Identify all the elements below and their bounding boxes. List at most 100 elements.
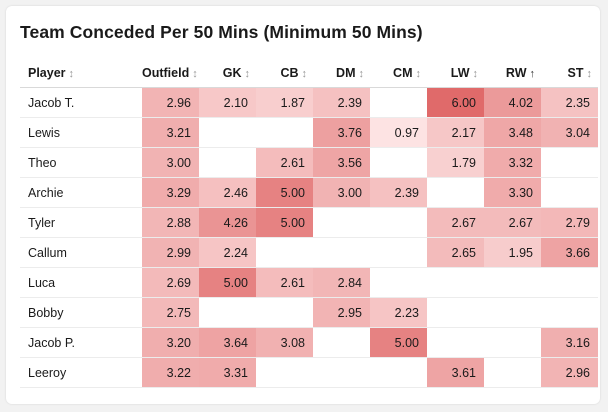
column-header-lw[interactable]: LW ↕: [427, 58, 484, 88]
column-header-st[interactable]: ST ↕: [541, 58, 598, 88]
value-cell-rw: 3.32: [484, 147, 541, 178]
sort-icon[interactable]: ↕: [301, 67, 308, 80]
value-cell-cb: 5.00: [256, 177, 313, 208]
value-cell-rw: 1.95: [484, 237, 541, 268]
sort-icon[interactable]: ↕: [244, 67, 251, 80]
value-cell-cm: [370, 357, 427, 388]
column-header-label: GK: [222, 65, 242, 80]
value-cell-gk: 4.26: [199, 207, 256, 238]
conceded-table: Player ↕ Outfield ↕ GK ↕ CB ↕ DM ↕ CM ↕ LW ↕ RW ↑ ST ↕ Ja…: [20, 58, 598, 388]
value-cell-cb: 2.61: [256, 147, 313, 178]
column-header-label: CB: [280, 65, 299, 80]
column-header-cm[interactable]: CM ↕: [370, 58, 427, 88]
column-header-dm[interactable]: DM ↕: [313, 58, 370, 88]
value-cell-st: [541, 177, 598, 208]
sort-ascending-icon[interactable]: ↑: [529, 67, 536, 80]
value-cell-cb: 2.61: [256, 267, 313, 298]
player-name-cell: Bobby: [20, 297, 142, 328]
player-name-cell: Jacob P.: [20, 327, 142, 358]
value-cell-dm: [313, 327, 370, 358]
value-cell-dm: [313, 237, 370, 268]
player-name-cell: Lewis: [20, 117, 142, 148]
sort-icon[interactable]: ↕: [586, 67, 593, 80]
sort-icon[interactable]: ↕: [68, 67, 75, 80]
player-name-cell: Theo: [20, 147, 142, 178]
value-cell-st: 2.96: [541, 357, 598, 388]
table-row: Archie 3.29 2.46 5.00 3.00 2.39 3.30: [20, 177, 598, 208]
value-cell-rw: [484, 267, 541, 298]
value-cell-lw: 3.61: [427, 357, 484, 388]
sort-icon[interactable]: ↕: [415, 67, 422, 80]
sort-icon[interactable]: ↕: [358, 67, 365, 80]
value-cell-gk: [199, 117, 256, 148]
value-cell-dm: 3.00: [313, 177, 370, 208]
value-cell-outfield: 3.29: [142, 177, 199, 208]
player-name-cell: Callum: [20, 237, 142, 268]
value-cell-rw: [484, 297, 541, 328]
value-cell-rw: 2.67: [484, 207, 541, 238]
table-row: Jacob T. 2.96 2.10 1.87 2.39 6.00 4.02 2.35: [20, 87, 598, 118]
value-cell-rw: 3.30: [484, 177, 541, 208]
sort-icon[interactable]: ↕: [472, 67, 479, 80]
value-cell-st: [541, 267, 598, 298]
value-cell-rw: [484, 327, 541, 358]
value-cell-gk: [199, 297, 256, 328]
value-cell-gk: 2.24: [199, 237, 256, 268]
table-row: Leeroy 3.22 3.31 3.61 2.96: [20, 357, 598, 388]
value-cell-rw: 3.48: [484, 117, 541, 148]
column-header-outfield[interactable]: Outfield ↕: [142, 58, 199, 88]
value-cell-cb: 5.00: [256, 207, 313, 238]
value-cell-cb: [256, 297, 313, 328]
value-cell-st: 3.66: [541, 237, 598, 268]
value-cell-rw: [484, 357, 541, 388]
value-cell-lw: 2.65: [427, 237, 484, 268]
column-header-gk[interactable]: GK ↕: [199, 58, 256, 88]
value-cell-st: 3.04: [541, 117, 598, 148]
value-cell-st: 2.79: [541, 207, 598, 238]
column-header-cb[interactable]: CB ↕: [256, 58, 313, 88]
value-cell-gk: 2.46: [199, 177, 256, 208]
value-cell-cm: 0.97: [370, 117, 427, 148]
column-header-rw[interactable]: RW ↑: [484, 58, 541, 88]
value-cell-lw: [427, 177, 484, 208]
value-cell-cb: 3.08: [256, 327, 313, 358]
value-cell-gk: [199, 147, 256, 178]
column-header-label: CM: [393, 65, 413, 80]
value-cell-lw: 6.00: [427, 87, 484, 118]
column-header-player[interactable]: Player ↕: [20, 58, 142, 88]
value-cell-cm: [370, 207, 427, 238]
value-cell-st: [541, 147, 598, 178]
value-cell-outfield: 3.21: [142, 117, 199, 148]
column-header-label: ST: [567, 65, 584, 80]
sort-icon[interactable]: ↕: [192, 67, 198, 80]
value-cell-outfield: 2.75: [142, 297, 199, 328]
column-header-label: RW: [505, 65, 527, 80]
value-cell-gk: 3.31: [199, 357, 256, 388]
value-cell-outfield: 2.69: [142, 267, 199, 298]
value-cell-dm: 2.84: [313, 267, 370, 298]
table-row: Tyler 2.88 4.26 5.00 2.67 2.67 2.79: [20, 207, 598, 238]
player-name-cell: Luca: [20, 267, 142, 298]
header-row: Player ↕ Outfield ↕ GK ↕ CB ↕ DM ↕ CM ↕ LW ↕ RW ↑ ST ↕: [20, 58, 598, 88]
value-cell-cm: [370, 237, 427, 268]
column-header-label: LW: [450, 65, 470, 80]
value-cell-dm: 3.76: [313, 117, 370, 148]
value-cell-gk: 2.10: [199, 87, 256, 118]
value-cell-cm: [370, 147, 427, 178]
value-cell-st: 3.16: [541, 327, 598, 358]
table-row: Callum 2.99 2.24 2.65 1.95 3.66: [20, 237, 598, 268]
value-cell-outfield: 2.96: [142, 87, 199, 118]
table-row: Theo 3.00 2.61 3.56 1.79 3.32: [20, 147, 598, 178]
table-card: Team Conceded Per 50 Mins (Minimum 50 Mi…: [6, 6, 600, 404]
table-row: Jacob P. 3.20 3.64 3.08 5.00 3.16: [20, 327, 598, 358]
player-name-cell: Archie: [20, 177, 142, 208]
value-cell-dm: 2.95: [313, 297, 370, 328]
player-name-cell: Tyler: [20, 207, 142, 238]
value-cell-dm: 2.39: [313, 87, 370, 118]
column-header-label: DM: [336, 65, 356, 80]
value-cell-cm: [370, 87, 427, 118]
value-cell-cm: 2.39: [370, 177, 427, 208]
column-header-label: Player: [28, 65, 66, 80]
value-cell-cb: [256, 237, 313, 268]
value-cell-rw: 4.02: [484, 87, 541, 118]
